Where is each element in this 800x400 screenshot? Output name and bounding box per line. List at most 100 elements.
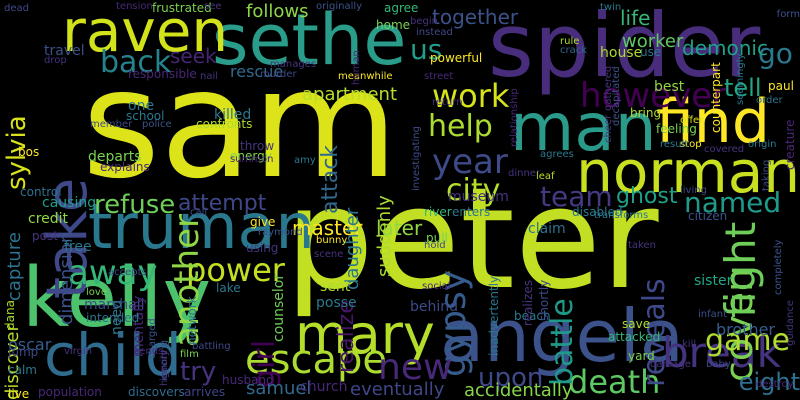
word-away: away [68,253,158,293]
word-causing: causing [42,195,97,211]
word-nail: nail [200,71,219,82]
word-counterpart: counterpart [709,62,723,133]
word-escape: escape [245,337,387,383]
word-capture: capture [4,232,25,301]
word-attack: attack [318,144,343,214]
word-sethe: sethe [212,0,407,81]
word-oscar: oscar [8,335,52,354]
word-use: use [640,45,662,59]
word-bos: bos [18,145,40,159]
word-game: game [705,323,791,358]
word-spider: spider [488,0,761,97]
word-credit: credit [28,211,69,227]
word-need: need [109,300,125,335]
word-inadvertently: inadvertently [487,275,501,356]
word-break: break [662,328,781,377]
word-destroy: destroy [756,379,794,390]
word-worker: worker [622,31,684,52]
word-sister: sister [694,273,733,289]
word-try: try [180,357,217,387]
word-meanwhile: meanwhile [338,71,393,82]
word-rescue: rescue [230,62,284,81]
word-give: give [250,215,276,229]
word-rule: rule [560,36,580,47]
word-return: return [432,97,463,108]
word-together: together [432,5,519,29]
word-refuse: refuse [94,190,176,220]
word-behind: behind [410,299,459,315]
word-daughter: daughter [342,207,363,290]
word-angela: angela [440,294,684,378]
word-confronts: confronts [196,117,253,131]
word-discovers: discovers [128,385,185,399]
word-member: member [90,119,133,130]
word-social: social [422,281,451,292]
word-cheer: cheer [603,114,614,143]
word-paul: paul [768,79,794,93]
word-shortly: shortly [537,279,551,321]
word-agree: agree [384,1,419,15]
word-form: form [776,9,800,20]
word-disabled: disabled [572,205,623,219]
word-bunny: bunny [316,235,348,246]
word-attempt: attempt [178,191,267,216]
word-help: help [428,109,493,144]
word-agrees: agrees [540,149,574,160]
word-eight: eight [738,368,800,396]
word-film: film [180,349,199,360]
word-post: post [32,229,58,243]
word-sam: sam [82,38,399,212]
word-calm: calm [8,363,37,377]
word-arrives: arrives [184,385,226,399]
word-guidance: guidance [785,300,796,346]
word-year: year [432,142,508,182]
word-posse: posse [316,295,357,311]
word-death: death [568,363,661,400]
word-one: one [128,98,155,114]
word-upon: upon [478,363,544,393]
word-suddenly: suddenly [374,195,395,277]
word-responsible: responsible [128,67,197,81]
word-stop: stop [680,139,702,150]
word-living: living [680,185,707,196]
word-citizen: citizen [688,209,728,223]
word-house: house [600,45,643,61]
word-kelly: kelly [22,251,212,346]
word-tell: tell [724,74,762,102]
word-realizes: realizes [521,279,535,326]
word-raven: raven [62,0,229,65]
word-named: named [684,186,782,219]
word-relationship: relationship [509,88,520,147]
word-infant: infant [698,309,728,320]
word-battling: battling [192,341,231,352]
word-best: best [654,79,685,95]
word-creature: creature [783,119,797,170]
word-husband: husband [222,373,274,387]
word-peter: peter [285,158,659,321]
word-samuel: samuel [246,378,312,399]
word-later: later [376,216,423,240]
word-sends: sends [134,346,164,357]
word-originally: originally [316,1,363,12]
word-result: result [660,139,689,150]
word-power: power [186,251,285,289]
word-museum: museum [448,189,509,205]
word-control: control [20,185,62,199]
word-throw: throw [240,139,275,153]
word-using: using [246,241,279,255]
word-man: man [510,89,657,166]
word-master: master [292,216,363,240]
word-yard: yard [628,349,655,363]
word-city: city [446,173,501,208]
word-amy: amy [294,155,316,166]
word-murder: murder [260,69,297,80]
word-marshall: marshall [84,297,145,313]
word-kill: kill [682,339,697,350]
word-however: however [580,76,727,116]
word-team: team [540,180,613,213]
word-home: home [376,18,411,32]
word-twin: twin [600,2,622,13]
word-free: free [64,239,92,255]
word-counselor: counselor [271,273,287,342]
word-river: river [424,205,452,219]
